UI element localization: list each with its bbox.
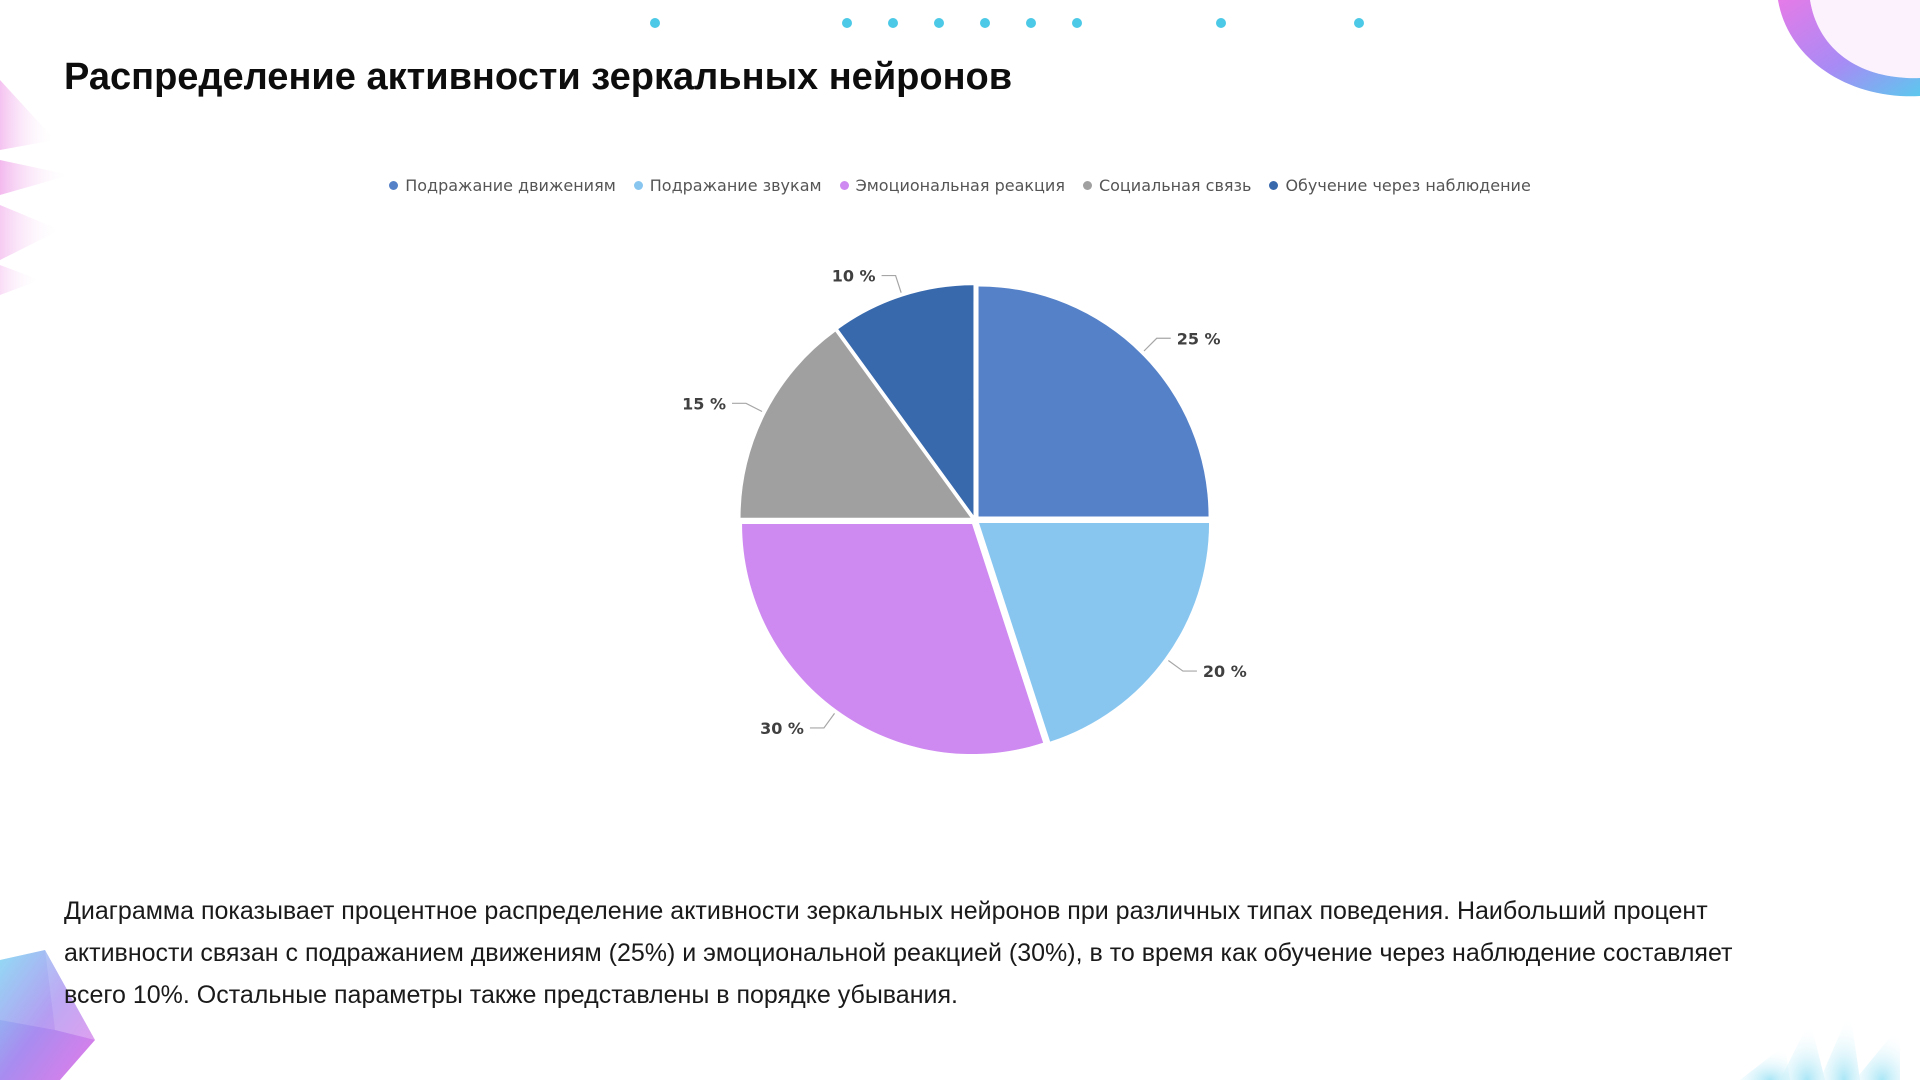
legend-item: Эмоциональная реакция <box>839 176 1065 195</box>
slice-data-label: 25 % <box>1177 329 1221 348</box>
decorative-dot <box>888 18 898 28</box>
slice-data-label: 20 % <box>1203 662 1247 681</box>
decorative-dots-row <box>0 18 1920 32</box>
decorative-dot <box>1072 18 1082 28</box>
legend-swatch <box>1269 181 1279 190</box>
decorative-burst-bottom-right <box>1740 1010 1900 1080</box>
legend-swatch <box>1082 181 1092 190</box>
decorative-dot <box>842 18 852 28</box>
decorative-crystal-bottom-left <box>0 950 95 1080</box>
legend-label: Обучение через наблюдение <box>1285 176 1531 195</box>
slice-data-label: 30 % <box>760 719 804 738</box>
pie-chart: 25 % 20 % 30 % 15 % 10 % <box>682 267 1247 755</box>
legend-label: Подражание движениям <box>405 176 616 195</box>
chart-description: Диаграмма показывает процентное распреде… <box>64 897 1733 1009</box>
legend-item: Обучение через наблюдение <box>1269 176 1531 195</box>
pie-slice <box>838 285 974 516</box>
leader-line <box>1168 659 1197 672</box>
legend-swatch <box>633 181 643 190</box>
decorative-dot <box>1354 18 1364 28</box>
pie-slice <box>740 331 971 518</box>
legend-swatch <box>389 181 399 190</box>
legend-label: Подражание звукам <box>649 176 822 195</box>
legend-label: Социальная связь <box>1098 176 1252 195</box>
decorative-dot <box>934 18 944 28</box>
pie-slice <box>978 286 1209 517</box>
legend-label: Эмоциональная реакция <box>855 176 1065 195</box>
decorative-dot <box>1026 18 1036 28</box>
legend-item: Подражание звукам <box>633 176 822 195</box>
slice-data-label: 10 % <box>832 267 876 286</box>
legend-swatch <box>839 181 849 190</box>
legend-item: Социальная связь <box>1082 176 1252 195</box>
slice-data-label: 15 % <box>682 394 726 413</box>
decorative-burst-left <box>0 80 70 295</box>
leader-line <box>732 402 763 413</box>
chart-legend: Подражание движениям Подражание звукам Эмо… <box>0 176 1920 195</box>
legend-item: Подражание движениям <box>389 176 616 195</box>
pie-slice <box>979 522 1210 742</box>
decorative-dot <box>650 18 660 28</box>
decorative-dot <box>980 18 990 28</box>
leader-line <box>1143 337 1171 352</box>
decorative-corner-top-right <box>1778 0 1920 97</box>
decorative-dot <box>1216 18 1226 28</box>
slide-title: Распределение активности зеркальных нейр… <box>64 56 1013 98</box>
leader-line <box>809 713 836 729</box>
leader-line <box>881 274 902 293</box>
pie-slice <box>742 524 1044 755</box>
